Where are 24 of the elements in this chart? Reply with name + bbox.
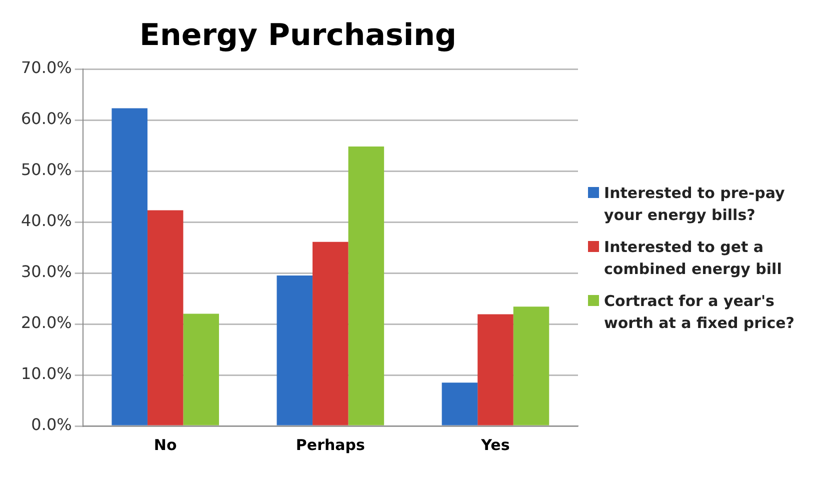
- bar: [183, 314, 219, 426]
- x-tick-label: Yes: [480, 436, 510, 454]
- y-tick-label: 0.0%: [31, 415, 72, 434]
- y-tick-label: 40.0%: [21, 211, 72, 230]
- bar: [348, 146, 384, 426]
- y-tick-label: 70.0%: [21, 58, 72, 78]
- y-tick-label: 60.0%: [21, 109, 72, 128]
- bar: [112, 108, 148, 426]
- chart-title: Energy Purchasing: [140, 18, 456, 53]
- bar: [276, 276, 313, 426]
- bar: [442, 382, 478, 426]
- bar: [478, 314, 514, 426]
- bar: [513, 306, 550, 426]
- legend-label: Cortract for a year's worth at a fixed price?: [604, 291, 796, 334]
- y-tick-label: 20.0%: [21, 313, 72, 332]
- x-tick-label: No: [154, 436, 177, 454]
- legend-label: Interested to get a combined energy bill: [604, 237, 783, 280]
- y-tick-label: 50.0%: [21, 160, 72, 180]
- y-tick-label: 10.0%: [21, 364, 72, 384]
- bar: [147, 210, 184, 426]
- x-tick-label: Perhaps: [296, 436, 365, 454]
- y-tick-label: 30.0%: [21, 262, 72, 282]
- legend-label: Interested to pre-pay your energy bills?: [604, 183, 786, 226]
- bar: [312, 242, 348, 426]
